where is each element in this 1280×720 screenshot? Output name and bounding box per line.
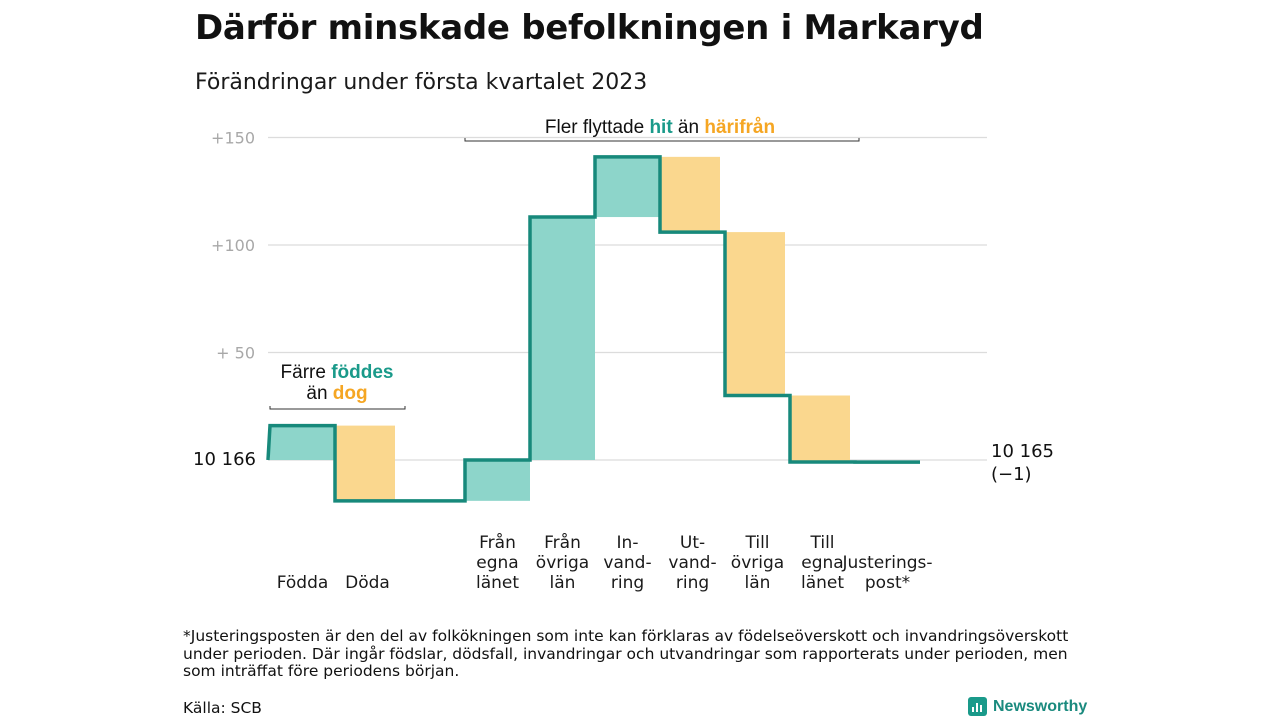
waterfall-chart: +150 +100 + 50 10 166 10 165(−1) Födda Döda Frå… bbox=[193, 117, 1054, 593]
decrease-bar bbox=[725, 232, 785, 396]
category-label: Till egna länet bbox=[801, 533, 844, 593]
annotation-bracket-moves bbox=[464, 138, 860, 142]
y-tick-label: +150 bbox=[211, 129, 255, 148]
increase-bar bbox=[270, 425, 335, 460]
decrease-bar bbox=[790, 395, 850, 463]
end-change-label: (−1) bbox=[991, 464, 1032, 485]
annotation-than-died: än dog bbox=[306, 383, 367, 404]
category-label: Ut-vand-ring bbox=[668, 533, 716, 593]
footnote: *Justeringsposten är den del av folkökni… bbox=[183, 627, 1069, 680]
category-label: Till övriga län bbox=[731, 533, 784, 593]
decrease-bar bbox=[660, 156, 720, 233]
category-label: Från egna länet bbox=[476, 532, 519, 593]
source-label: Källa: SCB bbox=[183, 699, 262, 717]
increase-bar bbox=[595, 156, 660, 218]
cumulative-step-line bbox=[266, 155, 920, 503]
category-label: Justerings-post* bbox=[841, 553, 932, 593]
annotation-bracket-births bbox=[269, 406, 406, 410]
increase-bar bbox=[530, 217, 595, 460]
category-label: In-vand-ring bbox=[603, 533, 651, 593]
brand-name: Newsworthy bbox=[993, 697, 1088, 715]
annotation-fewer-born: Färre föddes bbox=[281, 362, 394, 383]
increase-bar bbox=[465, 460, 530, 501]
category-label: Födda bbox=[277, 573, 329, 593]
chart-title: Därför minskade befolkningen i Markaryd bbox=[195, 8, 984, 48]
newsworthy-logo-icon bbox=[968, 697, 987, 716]
category-label: Döda bbox=[345, 573, 390, 593]
y-tick-label: + 50 bbox=[216, 344, 255, 363]
start-value-label: 10 166 bbox=[193, 449, 256, 470]
annotation-more-moved-in: Fler flyttade hit än härifrån bbox=[545, 117, 775, 138]
y-tick-label: +100 bbox=[211, 236, 255, 255]
category-label: Från övriga län bbox=[536, 532, 589, 593]
chart-subtitle: Förändringar under första kvartalet 2023 bbox=[195, 70, 648, 95]
brand-logo: Newsworthy bbox=[968, 697, 1087, 716]
decrease-bar bbox=[335, 425, 395, 501]
end-value-label: 10 165 bbox=[991, 441, 1054, 462]
